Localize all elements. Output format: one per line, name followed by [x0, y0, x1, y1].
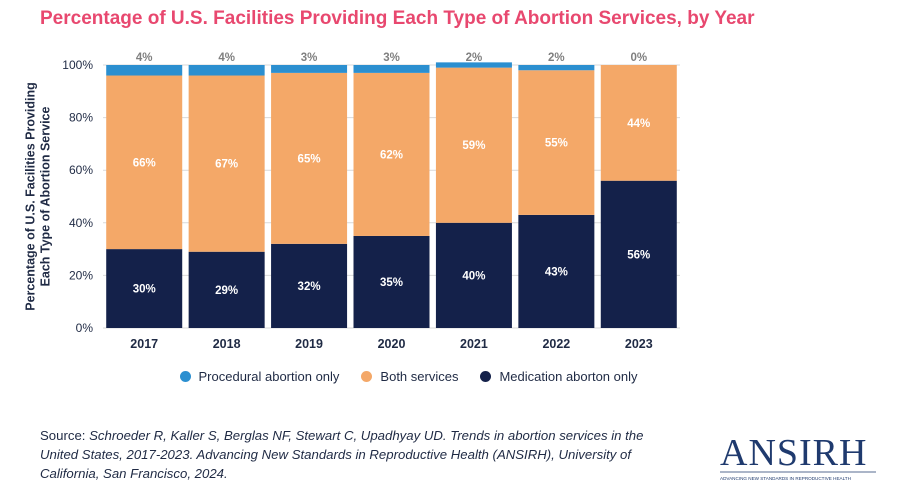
legend-swatch	[179, 371, 191, 382]
x-tick-label: 2023	[625, 337, 653, 351]
legend-item: Both services	[361, 369, 458, 384]
legend-item: Medication aborton only	[480, 369, 638, 384]
bar-segment	[518, 214, 595, 328]
data-label: 0%	[630, 52, 647, 64]
y-axis-label-line: Each Type of Abortion Service	[38, 107, 52, 287]
legend-label: Medication aborton only	[499, 369, 638, 384]
data-label: 3%	[383, 52, 400, 64]
data-label: 55%	[545, 138, 568, 150]
data-label: 2%	[466, 52, 483, 64]
source-prefix: Source:	[40, 428, 90, 443]
bar-segment	[600, 180, 677, 328]
y-axis-ticks: 0% 20% 40% 60% 80% 100%	[62, 58, 93, 335]
data-label: 4%	[218, 52, 235, 64]
data-label: 65%	[298, 153, 321, 165]
y-tick-label: 100%	[62, 58, 93, 72]
bars: 30% 66% 4% 29% 67% 4% 32% 65% 3% 35% 62% 3% 40% 59% 2%…	[106, 52, 677, 328]
bar-segment	[188, 251, 265, 328]
data-label: 29%	[215, 285, 238, 297]
data-label: 66%	[133, 157, 156, 169]
chart-title: Percentage of U.S. Facilities Providing …	[40, 8, 755, 29]
y-tick-label: 20%	[69, 268, 93, 282]
x-tick-label: 2017	[130, 337, 158, 351]
x-tick-label: 2021	[460, 337, 488, 351]
y-tick-label: 0%	[76, 321, 94, 335]
bar-segment	[435, 62, 512, 68]
bar-segment	[106, 65, 183, 76]
bar-segment	[353, 72, 430, 236]
bar-segment	[271, 72, 348, 244]
bar-segment	[188, 65, 265, 76]
bar-segment	[271, 65, 348, 73]
bar-segment	[435, 67, 512, 223]
x-axis-ticks: 2017 2018 2019 2020 2021 2022 2023	[130, 337, 652, 351]
bar-segment	[600, 65, 677, 181]
x-tick-label: 2018	[213, 337, 241, 351]
legend-label: Procedural abortion only	[198, 369, 340, 384]
stacked-bar-chart: 0% 20% 40% 60% 80% 100% Percentage of U.S. Fa…	[23, 52, 680, 351]
y-axis-label-line: Percentage of U.S. Facilities Providing	[23, 82, 37, 311]
y-tick-label: 60%	[69, 163, 93, 177]
data-label: 30%	[133, 284, 156, 296]
bar-segment	[271, 243, 348, 328]
data-label: 32%	[298, 281, 321, 293]
logo-tagline: ADVANCING NEW STANDARDS IN REPRODUCTIVE …	[720, 476, 851, 481]
bar-segment	[518, 70, 595, 215]
data-label: 35%	[380, 277, 403, 289]
data-label: 40%	[462, 270, 485, 282]
data-label: 3%	[301, 52, 318, 64]
bar-segment	[518, 65, 595, 71]
ansirh-logo: ANSIRH ADVANCING NEW STANDARDS IN REPROD…	[720, 432, 876, 481]
data-label: 59%	[462, 140, 485, 152]
bar-segment	[435, 222, 512, 328]
source-text: Schroeder R, Kaller S, Berglas NF, Stewa…	[40, 428, 644, 481]
legend-label: Both services	[380, 369, 459, 384]
legend: Procedural abortion only Both services Med…	[0, 369, 857, 384]
bar-segment	[106, 249, 183, 328]
y-axis-label: Percentage of U.S. Facilities ProvidingE…	[23, 82, 52, 311]
x-tick-label: 2022	[542, 337, 570, 351]
data-label: 4%	[136, 52, 153, 64]
data-label: 44%	[627, 118, 650, 130]
source-citation: Source: Schroeder R, Kaller S, Berglas N…	[40, 426, 680, 483]
bar-segment	[353, 65, 430, 73]
data-label: 2%	[548, 52, 565, 64]
data-label: 62%	[380, 149, 403, 161]
x-tick-label: 2019	[295, 337, 323, 351]
legend-item: Procedural abortion only	[179, 369, 340, 384]
legend-swatch	[480, 371, 492, 382]
y-tick-label: 40%	[69, 216, 93, 230]
data-label: 43%	[545, 266, 568, 278]
legend-swatch	[361, 371, 373, 382]
x-tick-label: 2020	[378, 337, 406, 351]
bar-segment	[106, 75, 183, 250]
bar-segment	[188, 75, 265, 252]
data-label: 56%	[627, 249, 650, 261]
bar-segment	[353, 235, 430, 328]
y-tick-label: 80%	[69, 111, 93, 125]
data-label: 67%	[215, 159, 238, 171]
logo-text: ANSIRH	[720, 432, 867, 474]
